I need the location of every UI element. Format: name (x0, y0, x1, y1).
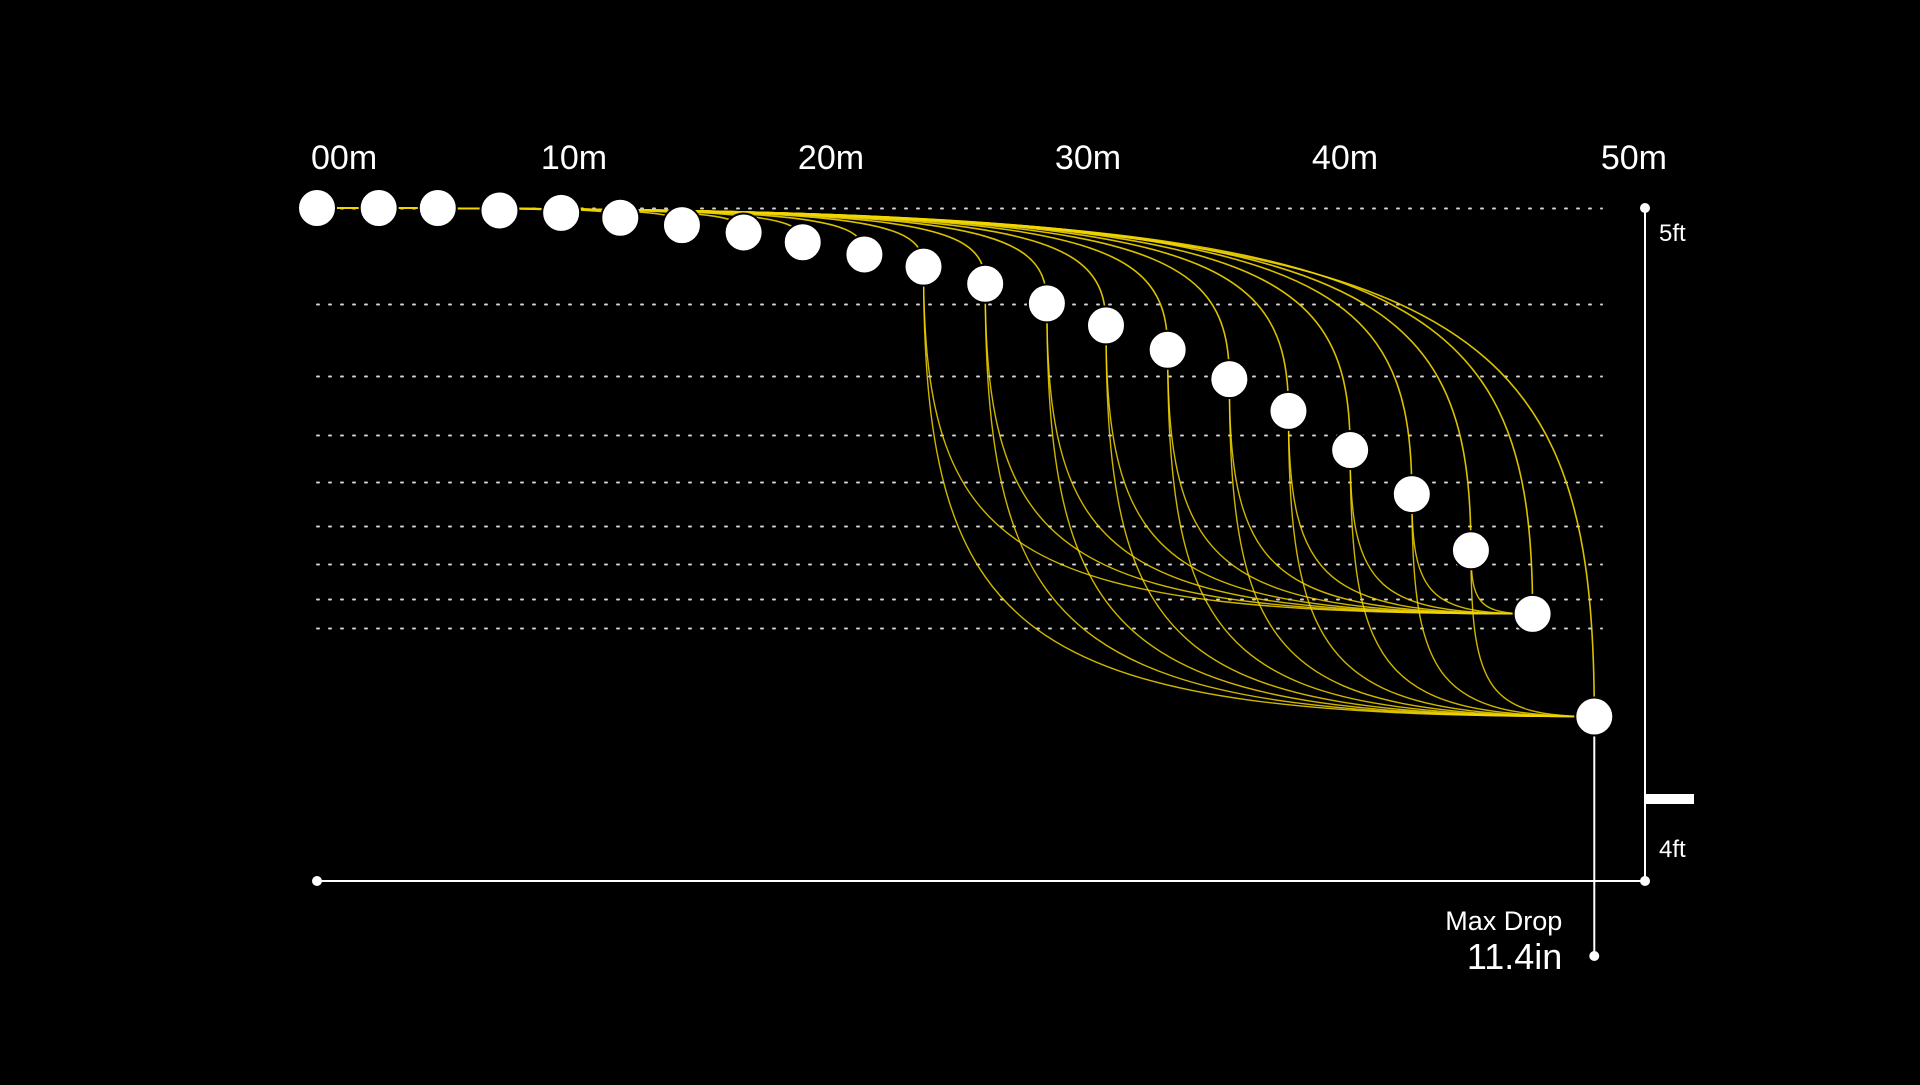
trajectory-curve (1105, 325, 1533, 615)
data-point (479, 190, 520, 231)
trajectory-curve (316, 207, 1351, 451)
data-points (297, 188, 1615, 737)
trajectory-curve (1411, 494, 1533, 615)
data-point (297, 188, 337, 228)
trajectory-curve (1287, 410, 1533, 615)
data-point (844, 234, 885, 275)
data-point (1330, 430, 1371, 471)
trajectory-curve (1349, 450, 1533, 615)
scale-axis-top-dot (1640, 203, 1650, 213)
gridlines (316, 207, 1603, 630)
x-tick-label: 10m (541, 139, 607, 177)
trajectory-curve (1411, 494, 1595, 718)
data-point (1268, 390, 1309, 431)
data-point (1391, 474, 1432, 515)
trajectory-curve (316, 207, 1472, 551)
trajectory-curve (922, 266, 1533, 615)
trajectory-curve (1105, 325, 1595, 718)
trajectory-curve (1349, 450, 1595, 718)
trajectory-curve (1470, 550, 1595, 718)
trajectory-curve (922, 266, 1595, 718)
x-tick-label: 00m (311, 139, 377, 177)
data-point (1147, 329, 1188, 370)
data-point (965, 263, 1006, 304)
data-point (1085, 305, 1126, 346)
trajectory-curve (1046, 303, 1533, 615)
trajectory-curves (316, 207, 1596, 718)
data-point (358, 188, 399, 228)
scale-axis-bottom-dot (1640, 876, 1650, 886)
trajectory-curve (1166, 349, 1595, 718)
max-drop-end-dot (1589, 951, 1600, 961)
trajectory-curve (1228, 379, 1595, 718)
data-point (782, 222, 823, 263)
data-point (1450, 530, 1491, 571)
max-drop-label: Max Drop (1445, 906, 1562, 936)
data-point (903, 246, 944, 287)
data-point (417, 188, 458, 228)
scale-boundary-marker (1645, 794, 1694, 804)
x-tick-label: 50m (1601, 139, 1667, 177)
data-point (541, 192, 582, 233)
scale-label-top: 5ft (1659, 220, 1686, 247)
trajectory-curve (1166, 349, 1533, 615)
trajectory-curve (1228, 379, 1533, 615)
data-point (1026, 283, 1067, 324)
axes (312, 203, 1694, 961)
trajectory-curve (984, 283, 1595, 718)
x-axis-start-dot (312, 876, 322, 886)
x-tick-label: 30m (1055, 139, 1121, 177)
max-drop-value: 11.4in (1467, 936, 1562, 977)
data-point (1512, 593, 1553, 634)
data-point (661, 205, 702, 246)
trajectory-curve (316, 207, 1596, 717)
scale-label-bottom: 4ft (1659, 836, 1686, 863)
x-tick-label: 40m (1312, 139, 1378, 177)
trajectory-curve (984, 283, 1533, 615)
data-point (1209, 359, 1250, 400)
data-point (1574, 696, 1615, 737)
x-tick-label: 20m (798, 139, 864, 177)
data-point (600, 197, 641, 238)
trajectory-curve (1046, 303, 1595, 718)
data-point (723, 212, 764, 253)
trajectory-curve (1287, 410, 1595, 718)
